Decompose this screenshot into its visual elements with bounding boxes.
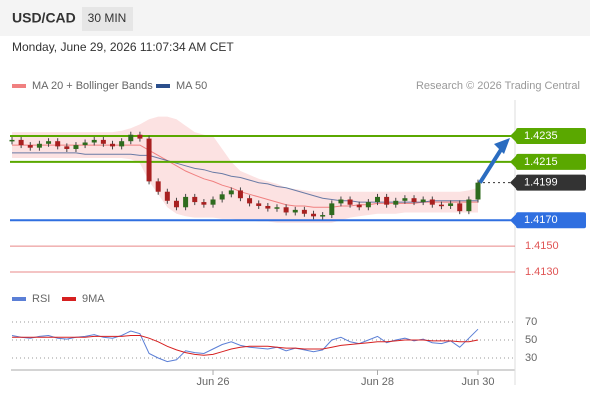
candle (155, 181, 161, 192)
date: Monday, June 29, 2026 11:07:34 AM CET (12, 40, 234, 54)
candle (100, 139, 106, 144)
candle (247, 198, 253, 204)
level-label: 1.4170 (524, 214, 558, 226)
forecast-arrow (478, 146, 504, 184)
level-tag-tip (510, 214, 516, 227)
candle (429, 199, 435, 205)
attribution: Research © 2026 Trading Central (416, 80, 580, 92)
symbol: USD/CAD (12, 10, 76, 26)
level-tag (516, 153, 586, 170)
candle (438, 204, 444, 207)
x-tick-label: Jun 26 (197, 376, 230, 388)
ma20-line (12, 144, 478, 208)
level-label: 1.4150 (525, 240, 559, 252)
candle (393, 200, 399, 205)
candle (146, 138, 152, 182)
candle (475, 182, 481, 200)
candle (110, 143, 116, 147)
candle (73, 145, 79, 149)
level-label: 1.4130 (525, 266, 559, 278)
candle (347, 199, 353, 205)
level-tag (516, 174, 586, 191)
candle (320, 215, 326, 217)
candle (283, 207, 289, 213)
candle (448, 203, 454, 206)
candle (91, 139, 97, 143)
candle (402, 198, 408, 201)
candle (128, 134, 134, 142)
candle (36, 143, 42, 148)
candle (9, 139, 15, 142)
timeframe[interactable]: 30 MIN (88, 11, 127, 25)
legend-label: 9MA (82, 293, 105, 305)
candle (466, 199, 472, 212)
rsi-tick-label: 50 (525, 334, 537, 346)
candle (457, 203, 463, 212)
candle (55, 141, 61, 147)
candle (301, 209, 307, 214)
legend-swatch (156, 84, 170, 88)
legend-swatch (12, 297, 26, 301)
candle (265, 205, 271, 209)
level-tag-tip (510, 130, 516, 143)
ma50-line (12, 152, 478, 203)
candle (219, 194, 225, 200)
x-tick-label: Jun 28 (361, 376, 394, 388)
x-tick-label: Jun 30 (461, 376, 494, 388)
candle (420, 199, 426, 203)
candle (46, 141, 52, 144)
level-label: 1.4215 (524, 156, 558, 168)
level-label: 1.4199 (524, 177, 558, 189)
candle (292, 209, 298, 213)
candle (338, 199, 344, 204)
candle (164, 191, 170, 201)
candle (27, 145, 33, 148)
candle (365, 202, 371, 208)
candle (356, 204, 362, 208)
candle (18, 139, 24, 146)
candle (201, 202, 207, 205)
rsi-tick-label: 70 (525, 316, 537, 328)
rsi-ma-line (12, 335, 479, 356)
candle (228, 190, 234, 195)
legend-label: RSI (32, 293, 50, 305)
timeframe-box[interactable] (82, 7, 133, 31)
candle (192, 196, 198, 203)
level-tag (516, 128, 586, 145)
level-label: 1.4235 (524, 130, 558, 142)
candle (210, 199, 216, 205)
candle (256, 203, 262, 206)
candle (173, 200, 179, 208)
forecast-arrow-head (494, 138, 510, 155)
rsi-line (11, 328, 479, 363)
candle (374, 196, 380, 203)
candle (237, 190, 243, 199)
candle (311, 213, 317, 217)
level-tag (516, 212, 586, 229)
candle (274, 207, 280, 209)
bollinger-band (12, 116, 478, 223)
candle (411, 198, 417, 203)
level-tag-tip (510, 176, 516, 189)
candle (183, 196, 189, 208)
rsi-tick-label: 30 (525, 352, 537, 364)
legend-label: MA 20 + Bollinger Bands (32, 80, 153, 92)
candle (82, 142, 88, 146)
candle (329, 203, 335, 216)
legend-label: MA 50 (176, 80, 207, 92)
level-tag-tip (510, 155, 516, 168)
candle (384, 196, 390, 205)
candle (137, 134, 143, 139)
candle (64, 146, 70, 149)
legend-swatch (62, 297, 76, 301)
candle (119, 141, 125, 147)
legend-swatch (12, 84, 26, 88)
